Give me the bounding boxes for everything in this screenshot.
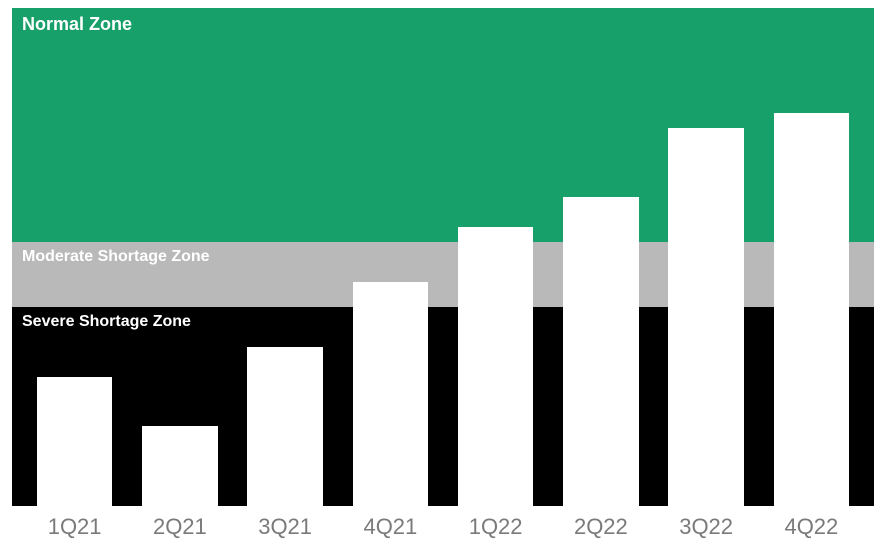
bar-slot (759, 8, 864, 506)
bar-slot (22, 8, 127, 506)
bar-4Q22 (774, 113, 849, 506)
x-tick: 4Q21 (338, 514, 443, 540)
bar-slot (548, 8, 653, 506)
bar-2Q21 (142, 426, 217, 506)
x-tick: 2Q21 (127, 514, 232, 540)
x-tick: 3Q21 (233, 514, 338, 540)
bar-slot (654, 8, 759, 506)
bar-4Q21 (353, 282, 428, 506)
x-tick: 3Q22 (654, 514, 759, 540)
bar-1Q22 (458, 227, 533, 506)
bar-slot (233, 8, 338, 506)
x-tick: 1Q22 (443, 514, 548, 540)
bar-2Q22 (563, 197, 638, 506)
x-axis: 1Q212Q213Q214Q211Q222Q223Q224Q22 (12, 506, 874, 547)
bar-3Q21 (247, 347, 322, 506)
x-tick: 4Q22 (759, 514, 864, 540)
bar-slot (443, 8, 548, 506)
x-tick: 2Q22 (548, 514, 653, 540)
bar-slot (127, 8, 232, 506)
shortage-zone-chart: Normal ZoneModerate Shortage ZoneSevere … (0, 0, 886, 547)
x-tick: 1Q21 (22, 514, 127, 540)
bar-slot (338, 8, 443, 506)
bar-3Q22 (668, 128, 743, 506)
bars-container (12, 8, 874, 506)
plot-area: Normal ZoneModerate Shortage ZoneSevere … (12, 8, 874, 506)
bar-1Q21 (37, 377, 112, 506)
